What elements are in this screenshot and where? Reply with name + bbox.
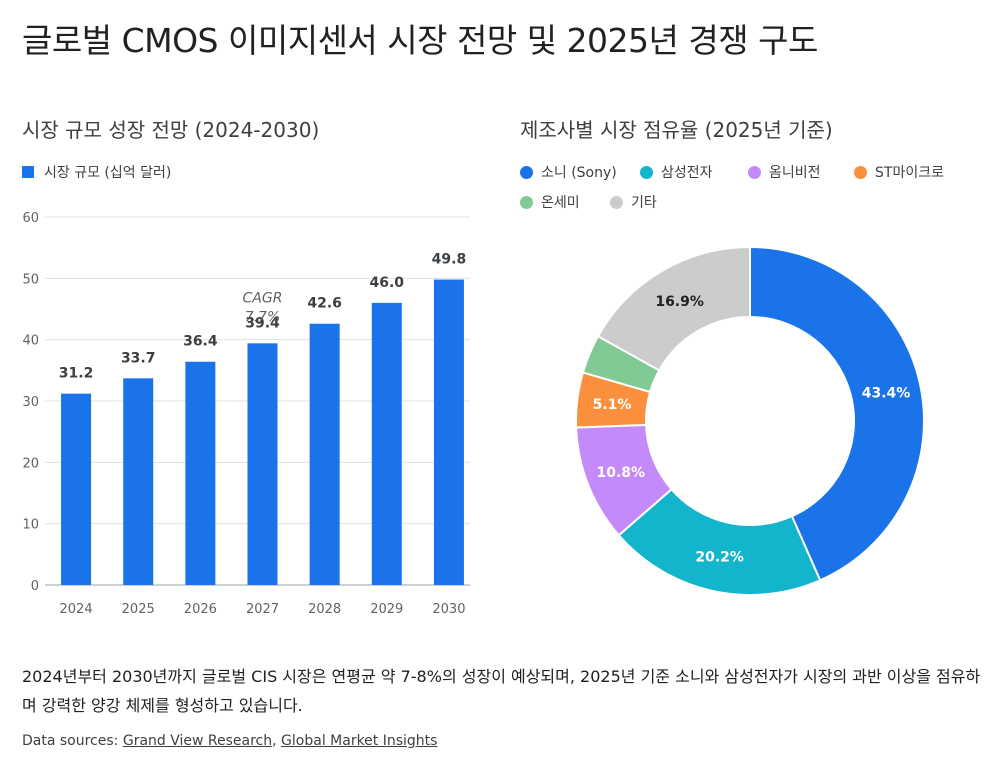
data-label: 46.0 (370, 275, 405, 291)
x-tick-label: 2027 (246, 602, 279, 617)
data-label: 49.8 (432, 252, 467, 268)
bar (433, 279, 464, 585)
donut-legend-label: 소니 (Sony) (541, 165, 617, 181)
bar-chart-title: 시장 규모 성장 전망 (2024-2030) (22, 118, 320, 142)
donut-legend-label: 온세미 (541, 195, 580, 211)
donut-legend-label: 삼성전자 (661, 165, 713, 181)
source-link-grand-view-research[interactable]: Grand View Research (122, 733, 273, 749)
y-tick-label: 50 (22, 272, 39, 287)
data-label: 42.6 (307, 296, 342, 312)
bar (309, 323, 340, 585)
donut-legend-swatch (748, 165, 761, 179)
y-tick-label: 30 (22, 395, 39, 410)
sources-separator: , (272, 733, 282, 749)
data-label: 39.4 (245, 315, 280, 331)
donut-legend-item: 온세미 (520, 192, 580, 212)
donut-legend-item: 옴니비전 (748, 162, 821, 182)
donut-legend-item: 기타 (610, 192, 657, 212)
data-label: 31.2 (59, 366, 94, 382)
x-tick-label: 2024 (60, 602, 93, 617)
bar-legend-item: 시장 규모 (십억 달러) (22, 162, 171, 182)
donut-legend-label: ST마이크로 (875, 165, 944, 181)
page-title: 글로벌 CMOS 이미지센서 시장 전망 및 2025년 경쟁 구도 (22, 21, 818, 60)
data-label: 36.4 (183, 334, 218, 350)
donut-chart-title: 제조사별 시장 점유율 (2025년 기준) (520, 118, 833, 142)
donut-legend-swatch (854, 165, 867, 179)
bar (247, 343, 278, 585)
donut-legend-label: 기타 (631, 195, 657, 211)
donut-legend-item: 소니 (Sony) (520, 162, 617, 182)
x-tick-label: 2025 (122, 602, 155, 617)
donut-chart: 43.4% 20.2% 10.8% 5.1% 16.9% (575, 245, 925, 596)
slice-label: 20.2% (695, 550, 744, 566)
x-tick-label: 2030 (432, 602, 465, 617)
donut-legend-swatch (640, 165, 653, 179)
slice-label: 16.9% (655, 294, 704, 310)
x-tick-label: 2029 (370, 602, 403, 617)
y-tick-label: 40 (22, 334, 39, 349)
donut-legend-swatch (520, 165, 533, 179)
donut-legend-label: 옴니비전 (769, 165, 821, 181)
bar-chart: 010203040506031.2202433.7202536.4202639.… (22, 211, 470, 617)
slice-label: 43.4% (862, 385, 911, 401)
donut-slice (749, 245, 925, 582)
x-tick-label: 2026 (184, 602, 217, 617)
cagr-annotation: 7.7% (245, 309, 281, 325)
donut-slice (596, 245, 751, 372)
donut-slice (617, 487, 822, 596)
donut-legend-item: 삼성전자 (640, 162, 713, 182)
bar (61, 393, 92, 585)
slice-label: 5.1% (593, 397, 632, 413)
source-link-global-market-insights[interactable]: Global Market Insights (281, 733, 438, 749)
bar-legend-label: 시장 규모 (십억 달러) (44, 165, 172, 181)
summary-text: 2024년부터 2030년까지 글로벌 CIS 시장은 연평균 약 7-8%의 … (22, 667, 981, 715)
donut-legend-item: ST마이크로 (854, 162, 944, 182)
x-tick-label: 2028 (308, 602, 341, 617)
bar (185, 361, 216, 585)
cagr-annotation: CAGR (243, 290, 283, 306)
donut-legend-swatch (520, 195, 533, 209)
bar (123, 378, 154, 585)
sources-prefix: Data sources: (22, 733, 123, 749)
data-label: 33.7 (121, 350, 156, 366)
y-tick-label: 0 (31, 579, 39, 594)
y-tick-label: 20 (22, 456, 39, 471)
data-sources: Data sources: Grand View Research, Globa… (22, 733, 437, 749)
y-tick-label: 10 (22, 518, 39, 533)
y-tick-label: 60 (22, 211, 39, 226)
donut-legend-swatch (610, 195, 623, 209)
bar-legend-swatch (22, 166, 34, 178)
bar (371, 302, 402, 585)
slice-label: 10.8% (596, 465, 645, 481)
